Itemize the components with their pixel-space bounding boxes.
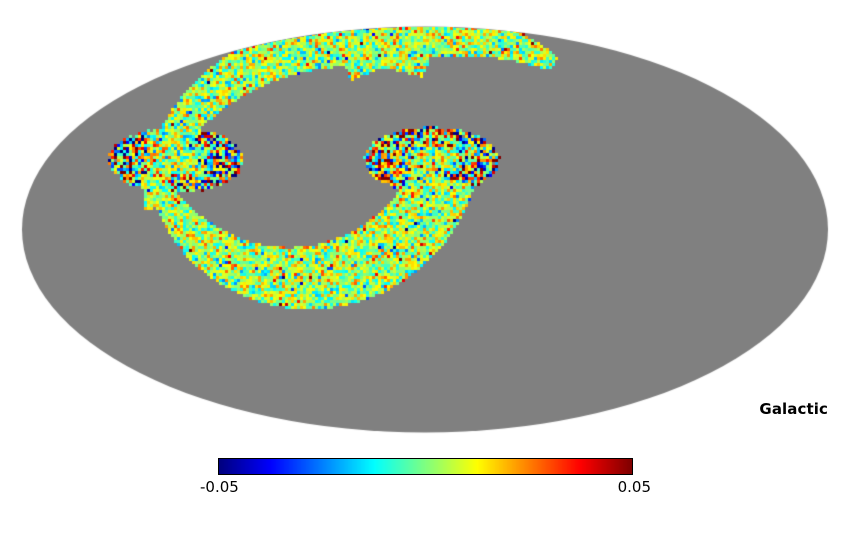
colorbar-min-tick-label: -0.05 <box>200 478 239 496</box>
colorbar-gradient <box>218 458 633 475</box>
colorbar-max-tick-label: 0.05 <box>617 478 651 496</box>
colorbar: -0.05 0.05 <box>200 458 651 504</box>
coordinate-system-label: Galactic <box>759 400 828 418</box>
mollweide-sky-canvas <box>0 0 850 445</box>
sky-map <box>0 0 850 445</box>
colorbar-canvas <box>219 459 632 474</box>
